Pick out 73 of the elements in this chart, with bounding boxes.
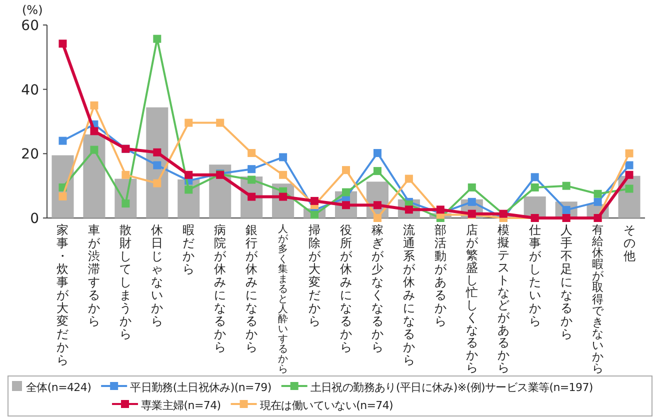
x-tick-label: 仕事がしたいから xyxy=(528,223,542,328)
point xyxy=(404,174,413,183)
y-axis-title: (%) xyxy=(22,3,43,17)
y-tick-label: 0 xyxy=(30,211,39,227)
point xyxy=(373,201,382,210)
category-label: 散財してしまうから xyxy=(120,223,132,341)
bar xyxy=(83,134,106,218)
point xyxy=(562,182,570,190)
point xyxy=(279,170,288,179)
point xyxy=(625,170,634,179)
category-label: 店が繁盛し忙しくなるから xyxy=(466,223,478,374)
point xyxy=(594,198,602,206)
point xyxy=(248,176,256,184)
point xyxy=(90,146,98,154)
legend-label: 全体(n=424) xyxy=(26,381,92,394)
point xyxy=(58,192,67,200)
point xyxy=(153,34,162,43)
category-label: 人が多く集まると人酔いするから xyxy=(278,224,288,375)
category-label: 流通系が休みになるから xyxy=(402,223,415,367)
category-label: 家事・炊事が大変だから xyxy=(56,223,69,367)
point xyxy=(530,183,539,192)
category-label: 稼ぎが少なくなるから xyxy=(371,223,384,354)
point xyxy=(153,148,162,156)
category-label: 役所が休みになるから xyxy=(340,223,352,354)
legend-label: 土日祝の勤務あり(平日に休み)※(例)サービス業等(n=197) xyxy=(310,381,593,394)
point xyxy=(248,149,256,158)
legend-label: 現在は働いていない(n=74) xyxy=(260,399,394,412)
point xyxy=(310,196,319,205)
point xyxy=(373,167,382,176)
x-tick-label: 掃除が大変だから xyxy=(308,223,322,328)
legend-label: 平日勤務(土日祝休み)(n=79) xyxy=(130,381,272,394)
x-tick-label: 車が渋滞するから xyxy=(88,223,102,328)
point xyxy=(90,127,98,136)
point xyxy=(436,206,444,214)
point xyxy=(373,149,382,158)
category-label: 模擬テストなどがあるから xyxy=(497,223,510,374)
point xyxy=(184,118,193,127)
point xyxy=(153,161,162,170)
point xyxy=(90,101,98,110)
point xyxy=(153,179,162,188)
category-label: 有給休暇が取得できないから xyxy=(592,222,604,375)
point xyxy=(342,188,350,196)
x-tick-label: 休日じゃないから xyxy=(151,223,164,328)
category-label: 人手不足になるから xyxy=(560,223,572,341)
point xyxy=(342,166,350,174)
point xyxy=(122,200,130,208)
y-tick-label: 40 xyxy=(21,82,39,98)
legend-label: 専業主婦(n=74) xyxy=(141,399,221,412)
point xyxy=(184,170,193,179)
point xyxy=(373,214,382,222)
point xyxy=(625,184,634,193)
point xyxy=(248,165,256,174)
point xyxy=(58,136,67,145)
category-label: 病院が休みになるから xyxy=(214,223,226,354)
category-label: 銀行が休みになるから xyxy=(246,223,258,354)
point xyxy=(216,118,224,127)
point xyxy=(279,192,288,201)
point xyxy=(468,183,476,192)
point xyxy=(58,40,67,48)
point xyxy=(122,170,130,179)
point xyxy=(594,190,602,198)
point xyxy=(625,161,634,170)
point xyxy=(279,153,288,162)
x-tick-label: 部活動があるから xyxy=(434,223,448,328)
point xyxy=(468,198,476,206)
x-tick-label: 暇だから xyxy=(182,223,195,276)
point xyxy=(184,186,193,194)
y-tick-label: 60 xyxy=(21,18,39,34)
x-tick-label: その他 xyxy=(623,223,636,263)
point xyxy=(530,173,539,182)
y-tick-label: 20 xyxy=(21,146,39,163)
point xyxy=(248,192,256,201)
point xyxy=(625,149,634,158)
